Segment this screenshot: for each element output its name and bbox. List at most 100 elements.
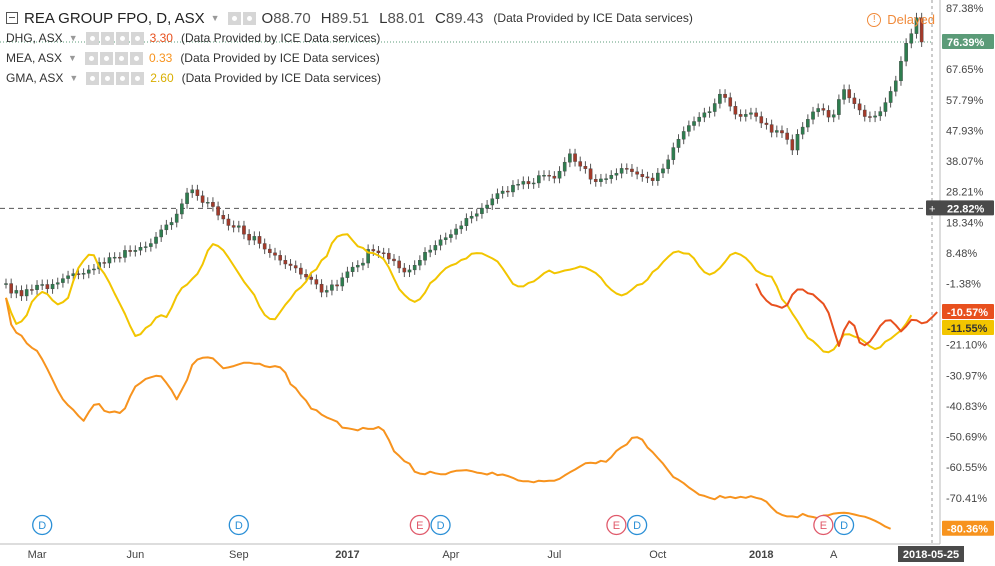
legend-main-row: REA GROUP FPO, D, ASX ▼ O88.70 H89.51 L8… — [6, 8, 693, 28]
compare-symbol[interactable]: GMA, ASX — [6, 71, 64, 85]
candle-body — [169, 222, 174, 226]
eye-icon[interactable] — [86, 71, 100, 85]
earnings-marker: E — [409, 514, 431, 536]
dividend-circle — [626, 514, 648, 536]
candle-body — [30, 289, 34, 291]
candle-body — [133, 250, 138, 252]
eye-icon[interactable] — [84, 51, 98, 65]
candle-body — [81, 273, 86, 275]
add-icon[interactable] — [115, 31, 129, 45]
add-icon[interactable] — [114, 51, 128, 65]
delayed-indicator[interactable]: ! Delayed — [867, 12, 935, 27]
candle-body — [257, 236, 262, 244]
gear-icon[interactable] — [99, 51, 113, 65]
main-symbol[interactable]: REA GROUP FPO, D, ASX — [24, 9, 205, 27]
candle-body — [236, 225, 241, 228]
candle-body — [847, 89, 852, 99]
candle-body — [681, 131, 686, 140]
gear-icon[interactable] — [101, 71, 115, 85]
eye-icon[interactable] — [227, 11, 241, 25]
candle-body — [640, 174, 645, 177]
candle-body — [878, 111, 883, 117]
candle-body — [490, 198, 495, 206]
eye-icon[interactable] — [85, 31, 99, 45]
add-icon[interactable] — [116, 71, 130, 85]
candle-body — [309, 276, 314, 280]
ohlc-low: L88.01 — [379, 9, 426, 27]
candle-body — [149, 243, 153, 247]
compare-symbol[interactable]: DHG, ASX — [6, 31, 63, 45]
candle-body — [392, 258, 396, 262]
candle-body — [102, 262, 107, 264]
earnings-marker: E — [606, 514, 627, 536]
series-tools — [84, 51, 143, 65]
candle-body — [888, 91, 893, 103]
candle-body — [14, 290, 19, 294]
y-tick-label: -30.97% — [946, 370, 987, 382]
gear-icon[interactable] — [242, 11, 256, 25]
candle-body — [914, 17, 919, 34]
candle-body — [288, 263, 293, 266]
series-tools — [227, 11, 256, 25]
last-value-badge — [942, 520, 994, 536]
close-icon[interactable] — [131, 71, 145, 85]
candle-body — [557, 170, 562, 179]
y-tick-label: 57.79% — [946, 95, 984, 107]
candle-body — [195, 189, 200, 196]
candle-body — [138, 247, 143, 251]
last-value-label: -80.36% — [947, 524, 988, 536]
candle-body — [480, 207, 484, 214]
candle-body — [743, 114, 748, 117]
ohlc-high: H89.51 — [320, 9, 370, 27]
close-icon[interactable] — [129, 51, 143, 65]
candle-body — [759, 116, 764, 124]
candle-body — [143, 246, 148, 248]
candle-body — [909, 33, 914, 44]
gear-icon[interactable] — [100, 31, 114, 45]
series-tools — [86, 71, 145, 85]
chevron-down-icon[interactable]: ▼ — [210, 13, 220, 23]
candle-body — [252, 236, 257, 241]
y-tick-label: 47.93% — [946, 125, 984, 137]
candle-body — [9, 283, 13, 294]
last-value-badge — [942, 304, 994, 320]
x-tick-label: Jun — [126, 549, 144, 561]
y-tick-label: -1.38% — [946, 278, 981, 290]
x-tick-label: 2017 — [335, 549, 359, 561]
candle-body — [702, 112, 707, 118]
chevron-down-icon[interactable]: ▼ — [68, 33, 78, 43]
chevron-down-icon[interactable]: ▼ — [69, 73, 79, 83]
candle-body — [469, 215, 474, 219]
series-layer — [4, 12, 938, 530]
close-icon[interactable] — [130, 31, 144, 45]
dividend-marker: D — [626, 514, 648, 536]
candle-body — [578, 161, 583, 167]
x-tick-label: Apr — [442, 549, 459, 561]
y-tick-label: -40.83% — [946, 401, 987, 413]
candle-body — [340, 277, 345, 287]
y-tick-label: 8.48% — [946, 248, 977, 260]
dividend-circle — [32, 514, 53, 536]
collapse-legend-icon[interactable] — [6, 12, 18, 24]
candle-body — [562, 161, 567, 172]
y-tick-label: 18.34% — [946, 217, 984, 229]
candle-body — [464, 218, 469, 227]
chevron-down-icon[interactable]: ▼ — [68, 53, 77, 63]
y-tick-label: -50.69% — [946, 432, 987, 444]
earnings-circle — [606, 514, 627, 536]
candle-body — [438, 239, 443, 246]
candle-body — [268, 248, 272, 254]
legend-compare-row: MEA, ASX ▼ 0.33 (Data Provided by ICE Da… — [6, 48, 693, 68]
data-credit: (Data Provided by ICE Data services) — [180, 31, 381, 45]
candle-body — [361, 262, 365, 266]
candle-body — [769, 124, 774, 133]
candle-body — [526, 181, 531, 185]
candle-body — [71, 273, 76, 276]
candle-body — [474, 213, 479, 217]
last-value-label: -11.55% — [947, 323, 988, 335]
candle-body — [899, 61, 903, 82]
candle-body — [314, 279, 319, 285]
compare-symbol[interactable]: MEA, ASX — [6, 51, 63, 65]
candle-body — [345, 271, 350, 278]
